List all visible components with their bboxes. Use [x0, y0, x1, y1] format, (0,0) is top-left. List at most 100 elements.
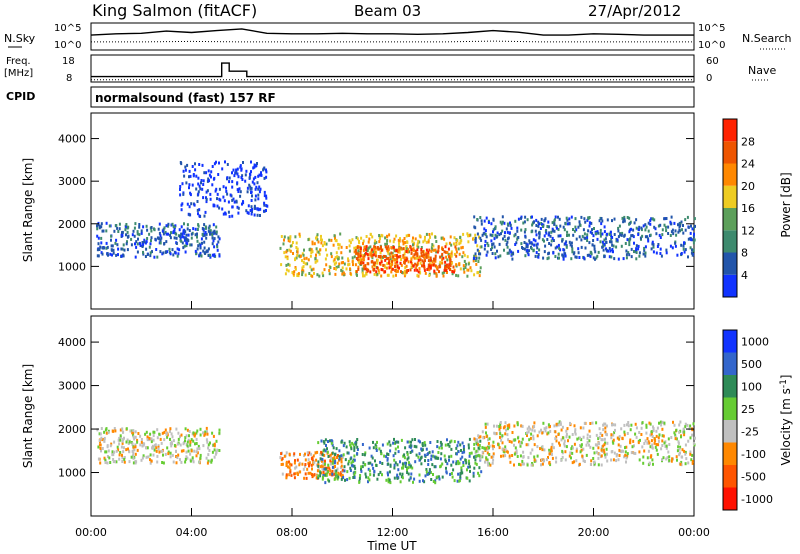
power-cell: [197, 244, 200, 248]
power-cell: [644, 251, 647, 255]
power-cell: [691, 248, 693, 252]
velocity-cell: [497, 443, 500, 447]
velocity-cell: [639, 438, 641, 442]
power-cell: [433, 269, 436, 273]
power-cell: [391, 252, 394, 256]
power-cell: [196, 234, 198, 238]
power-cell: [645, 225, 648, 229]
power-cell: [231, 171, 233, 175]
velocity-cell: [445, 466, 447, 470]
power-cell: [265, 168, 267, 172]
velocity-cell: [317, 460, 320, 464]
power-cell: [559, 234, 562, 238]
velocity-cell: [196, 451, 199, 455]
power-cell: [348, 262, 351, 266]
power-cell: [144, 255, 147, 258]
power-cell: [496, 231, 499, 235]
velocity-cell: [466, 476, 469, 480]
power-cell: [473, 254, 476, 258]
velocity-cell: [372, 473, 375, 477]
power-cell: [664, 217, 667, 221]
velocity-cell: [511, 454, 514, 457]
power-cell: [429, 262, 432, 266]
velocity-cell: [336, 477, 339, 481]
power-cell: [181, 234, 184, 238]
velocity-cell: [444, 458, 447, 462]
velocity-cell: [679, 451, 681, 455]
power-cell: [208, 173, 211, 177]
velocity-cell: [548, 461, 551, 465]
velocity-cell: [101, 447, 104, 450]
power-cell: [255, 185, 258, 189]
power-cell: [394, 261, 397, 265]
velocity-cell: [511, 431, 514, 434]
power-cell: [631, 234, 634, 237]
power-cell: [321, 244, 324, 248]
power-cell: [400, 258, 403, 261]
velocity-cell: [492, 454, 495, 458]
power-cell: [370, 251, 373, 255]
velocity-cell: [598, 427, 601, 431]
velocity-cell: [99, 461, 102, 465]
velocity-cell: [413, 444, 416, 448]
velocity-cell: [561, 425, 564, 429]
velocity-cell: [434, 479, 437, 483]
power-cell: [491, 234, 494, 238]
power-cell: [640, 226, 643, 230]
power-cell: [416, 244, 419, 248]
power-cell: [635, 218, 638, 222]
velocity-cell: [543, 459, 545, 463]
velocity-cell: [462, 461, 465, 464]
power-cell: [558, 246, 561, 250]
velocity-cell: [531, 448, 534, 452]
velocity-cell: [321, 453, 324, 457]
power-cell: [425, 240, 428, 244]
power-cell: [620, 244, 623, 248]
velocity-cell: [353, 476, 356, 479]
velocity-cell: [554, 430, 557, 434]
velocity-cell: [387, 477, 390, 481]
power-cell: [596, 230, 599, 234]
power-cell: [215, 230, 218, 234]
velocity-cell: [400, 438, 403, 442]
power-cell: [525, 242, 528, 246]
power-cell: [644, 228, 647, 232]
power-cell: [643, 246, 646, 250]
velocity-cell: [477, 446, 480, 450]
time-axis-label: Time UT: [366, 539, 417, 553]
velocity-cell: [615, 459, 618, 463]
power-cell: [158, 231, 161, 235]
velocity-cell: [656, 426, 659, 430]
velocity-cell: [630, 423, 633, 427]
power-cell: [493, 245, 496, 249]
velocity-cell: [193, 449, 196, 453]
power-cell: [348, 239, 351, 243]
power-cell: [619, 233, 622, 237]
power-cell: [184, 230, 187, 234]
power-cell: [479, 266, 482, 270]
velocity-cell: [424, 474, 427, 478]
velocity-cell: [493, 424, 495, 428]
power-cell: [378, 240, 381, 244]
velocity-cell: [605, 447, 608, 451]
power-cell: [166, 250, 169, 254]
power-cell: [417, 245, 420, 249]
power-cell: [635, 244, 638, 248]
velocity-cell: [409, 445, 412, 449]
power-cell: [399, 270, 402, 274]
power-cell: [630, 227, 632, 231]
velocity-cell: [588, 439, 591, 443]
velocity-cell: [459, 472, 462, 475]
velocity-cell: [123, 460, 126, 464]
velocity-cell: [475, 454, 478, 458]
velocity-cell: [362, 461, 365, 465]
power-cell: [200, 237, 203, 241]
velocity-cell: [410, 472, 413, 476]
power-cell: [449, 235, 452, 239]
power-cell: [368, 237, 371, 241]
velocity-cell: [191, 456, 194, 460]
noise-left-label: N.Sky: [4, 32, 36, 45]
power-cell: [451, 270, 454, 273]
power-cell: [405, 250, 408, 253]
power-cell: [462, 267, 465, 271]
